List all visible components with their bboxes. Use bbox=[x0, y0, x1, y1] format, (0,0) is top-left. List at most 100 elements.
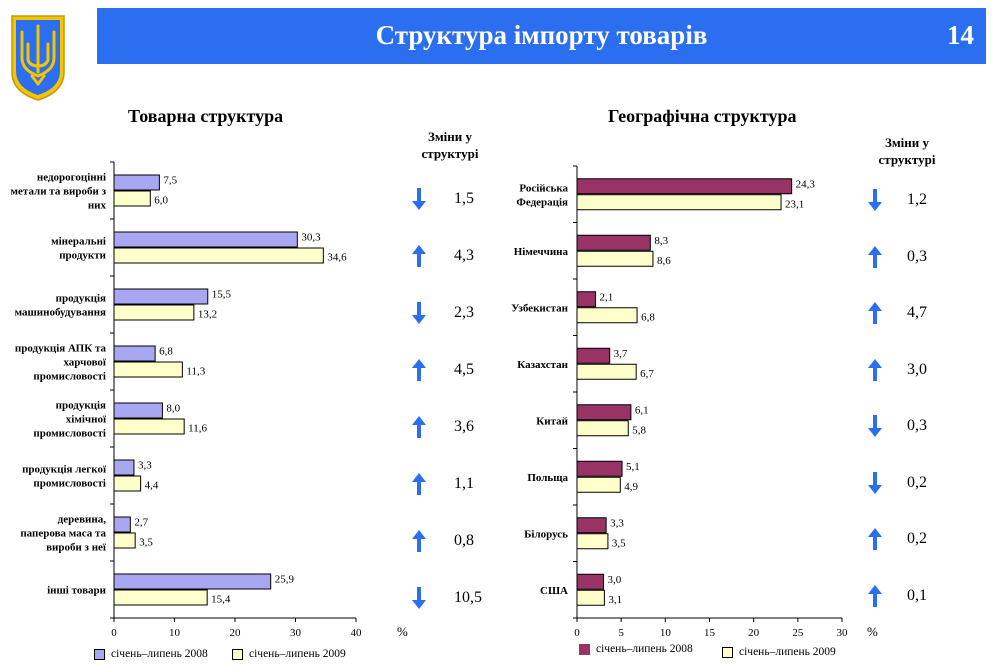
bar-2009 bbox=[113, 475, 142, 492]
change-value: 4,3 bbox=[454, 246, 474, 264]
data-label: 7,5 bbox=[163, 175, 177, 187]
change-value: 4,7 bbox=[907, 304, 927, 322]
page-title: Структура імпорту товарів bbox=[375, 20, 708, 50]
arrow-up-icon bbox=[868, 528, 882, 551]
category-label: продукція bbox=[56, 400, 106, 412]
x-tick-label: 0 bbox=[111, 627, 117, 639]
category-label: паперова маса та bbox=[20, 528, 106, 540]
change-value: 10,5 bbox=[454, 588, 482, 606]
change-value: 2,3 bbox=[454, 303, 474, 321]
legend-swatch bbox=[722, 646, 733, 658]
geography-legend-2009: січень–липень 2009 bbox=[722, 646, 836, 658]
arrow-down-icon bbox=[412, 301, 426, 324]
data-label: 11,6 bbox=[188, 423, 207, 435]
changes-header-line: Зміни у bbox=[884, 135, 930, 150]
data-label: 30,3 bbox=[301, 232, 321, 244]
change-value: 3,6 bbox=[454, 417, 474, 435]
geography-unit-label: % bbox=[867, 624, 878, 639]
arrow-up-icon bbox=[412, 244, 426, 267]
changes-header-line: структурі bbox=[421, 146, 479, 161]
data-label: 3,5 bbox=[139, 537, 153, 549]
changes-header-line: структурі bbox=[878, 152, 936, 167]
bar-2008 bbox=[113, 174, 160, 191]
page-number: 14 bbox=[947, 20, 974, 50]
change-value: 3,0 bbox=[907, 360, 927, 378]
legend-swatch bbox=[579, 643, 590, 655]
change-value: 0,1 bbox=[907, 586, 927, 604]
geography-legend-2008: січень–липень 2008 bbox=[579, 643, 693, 655]
data-label: 34,6 bbox=[327, 252, 347, 264]
category-label: інші товари bbox=[47, 585, 107, 597]
category-label: продукти bbox=[59, 250, 106, 262]
category-label: харчової bbox=[63, 357, 106, 369]
data-label: 3,3 bbox=[138, 460, 152, 472]
category-label: них bbox=[88, 200, 107, 212]
title-banner: Структура імпорту товарів 14 bbox=[97, 8, 986, 64]
bar-2009 bbox=[113, 304, 195, 321]
bar-2008 bbox=[113, 288, 209, 305]
change-value: 0,3 bbox=[907, 247, 927, 265]
commodity-changes-header: Зміни у структурі bbox=[405, 128, 495, 162]
legend-label: січень–липень 2008 bbox=[111, 648, 208, 660]
bar-2009 bbox=[113, 361, 183, 378]
commodity-unit-label: % bbox=[397, 624, 408, 639]
arrow-down-icon bbox=[412, 586, 426, 609]
category-label: хімічної bbox=[66, 414, 107, 426]
arrow-up-icon bbox=[868, 245, 882, 268]
data-label: 13,2 bbox=[198, 309, 217, 321]
category-label: мінеральні bbox=[51, 236, 106, 248]
bar-2009 bbox=[113, 532, 136, 549]
bar-2009 bbox=[113, 589, 208, 606]
arrow-down-icon bbox=[412, 187, 426, 210]
data-label: 2,7 bbox=[134, 517, 148, 529]
change-value: 0,2 bbox=[907, 530, 927, 548]
arrow-up-icon bbox=[868, 302, 882, 325]
bar-2009 bbox=[113, 247, 324, 264]
x-tick-label: 10 bbox=[169, 627, 181, 639]
bar-2008 bbox=[113, 459, 135, 476]
category-label: деревина, bbox=[58, 514, 107, 526]
category-label: промисловості bbox=[33, 371, 106, 383]
change-value: 1,5 bbox=[454, 189, 474, 207]
commodity-legend-2009: січень–липень 2009 bbox=[232, 648, 346, 660]
commodity-chart-title: Товарна структура bbox=[128, 106, 284, 126]
category-label: метали та вироби з bbox=[11, 186, 107, 198]
data-label: 15,4 bbox=[211, 594, 231, 606]
data-label: 8,0 bbox=[166, 403, 180, 415]
change-value: 4,5 bbox=[454, 360, 474, 378]
x-tick-label: 20 bbox=[230, 627, 242, 639]
arrow-up-icon bbox=[412, 415, 426, 438]
change-value: 1,2 bbox=[907, 191, 927, 209]
legend-label: січень–липень 2008 bbox=[596, 643, 693, 655]
category-label: машинобудування bbox=[15, 307, 106, 319]
arrow-up-icon bbox=[412, 472, 426, 495]
legend-swatch bbox=[94, 648, 105, 660]
category-label: продукція АПК та bbox=[15, 343, 107, 355]
bar-2008 bbox=[113, 345, 156, 362]
data-label: 6,8 bbox=[159, 346, 173, 358]
geography-changes-header: Зміни у структурі bbox=[862, 134, 952, 168]
bar-2008 bbox=[113, 231, 298, 248]
category-label: промисловості bbox=[33, 428, 106, 440]
data-label: 15,5 bbox=[212, 289, 232, 301]
arrow-down-icon bbox=[868, 415, 882, 438]
category-label: вироби з неї bbox=[46, 542, 107, 554]
bar-2009 bbox=[113, 418, 185, 435]
change-value: 0,3 bbox=[907, 417, 927, 435]
change-value: 1,1 bbox=[454, 474, 474, 492]
category-label: продукція легкої bbox=[22, 464, 107, 476]
bar-2009 bbox=[113, 190, 151, 207]
change-value: 0,8 bbox=[454, 531, 474, 549]
legend-label: січень–липень 2009 bbox=[739, 646, 836, 658]
arrow-up-icon bbox=[868, 584, 882, 607]
arrow-down-icon bbox=[868, 189, 882, 212]
data-label: 6,0 bbox=[154, 195, 168, 207]
change-value: 0,2 bbox=[907, 473, 927, 491]
category-label: недорогоцінні bbox=[37, 172, 106, 184]
data-label: 11,3 bbox=[186, 366, 205, 378]
bar-2008 bbox=[113, 402, 163, 419]
data-label: 4,4 bbox=[145, 480, 159, 492]
data-label: 25,9 bbox=[275, 574, 295, 586]
category-label: промисловості bbox=[33, 478, 106, 490]
